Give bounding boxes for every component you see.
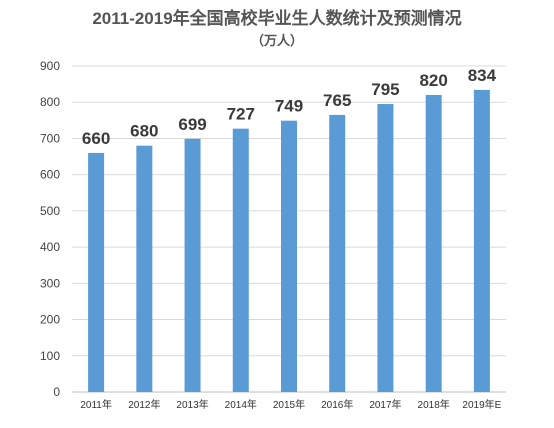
data-label: 749 — [275, 97, 303, 116]
bar — [329, 114, 346, 393]
data-label: 765 — [323, 91, 351, 110]
chart-subtitle: （万人） — [251, 33, 303, 48]
y-axis: 0 100 200 300 400 500 600 700 800 900 — [40, 59, 60, 399]
chart-title: 2011-2019年全国高校毕业生人数统计及预测情况 — [92, 8, 461, 28]
bar — [377, 104, 394, 393]
bar — [281, 120, 297, 392]
data-label: 834 — [468, 66, 497, 85]
x-tick-label: 2013年 — [176, 398, 208, 411]
y-tick-label: 800 — [40, 95, 60, 109]
x-tick-label: 2019年E — [462, 398, 501, 411]
y-tick-label: 200 — [40, 313, 60, 327]
data-label: 795 — [371, 80, 399, 99]
bar — [184, 138, 201, 392]
x-tick-label: 2014年 — [225, 398, 257, 411]
x-tick-label: 2018年 — [418, 398, 450, 411]
data-label: 699 — [178, 115, 206, 134]
y-tick-label: 300 — [40, 276, 60, 290]
y-tick-label: 700 — [40, 131, 60, 145]
bar — [88, 152, 105, 392]
y-tick-label: 0 — [53, 385, 60, 399]
data-label: 660 — [82, 129, 110, 148]
data-label: 680 — [130, 122, 158, 141]
y-tick-label: 900 — [40, 59, 60, 73]
x-tick-label: 2016年 — [321, 398, 353, 411]
data-labels: 660 680 699 727 749 765 795 820 834 — [82, 66, 497, 148]
x-tick-label: 2012年 — [128, 398, 160, 411]
data-label: 727 — [227, 105, 255, 124]
y-tick-label: 400 — [40, 240, 60, 254]
y-tick-label: 100 — [40, 349, 60, 363]
y-tick-label: 600 — [40, 168, 60, 182]
bar — [473, 89, 490, 392]
x-axis: 2011年 2012年 2013年 2014年 2015年 2016年 2017年 2018年… — [80, 398, 501, 411]
y-tick-label: 500 — [40, 204, 60, 218]
x-tick-label: 2011年 — [80, 398, 112, 411]
bars — [88, 89, 490, 393]
bar — [425, 94, 442, 392]
x-tick-label: 2015年 — [273, 398, 305, 411]
x-tick-label: 2017年 — [369, 398, 401, 411]
bar — [232, 128, 249, 393]
data-label: 820 — [419, 71, 447, 90]
bar — [136, 145, 153, 392]
